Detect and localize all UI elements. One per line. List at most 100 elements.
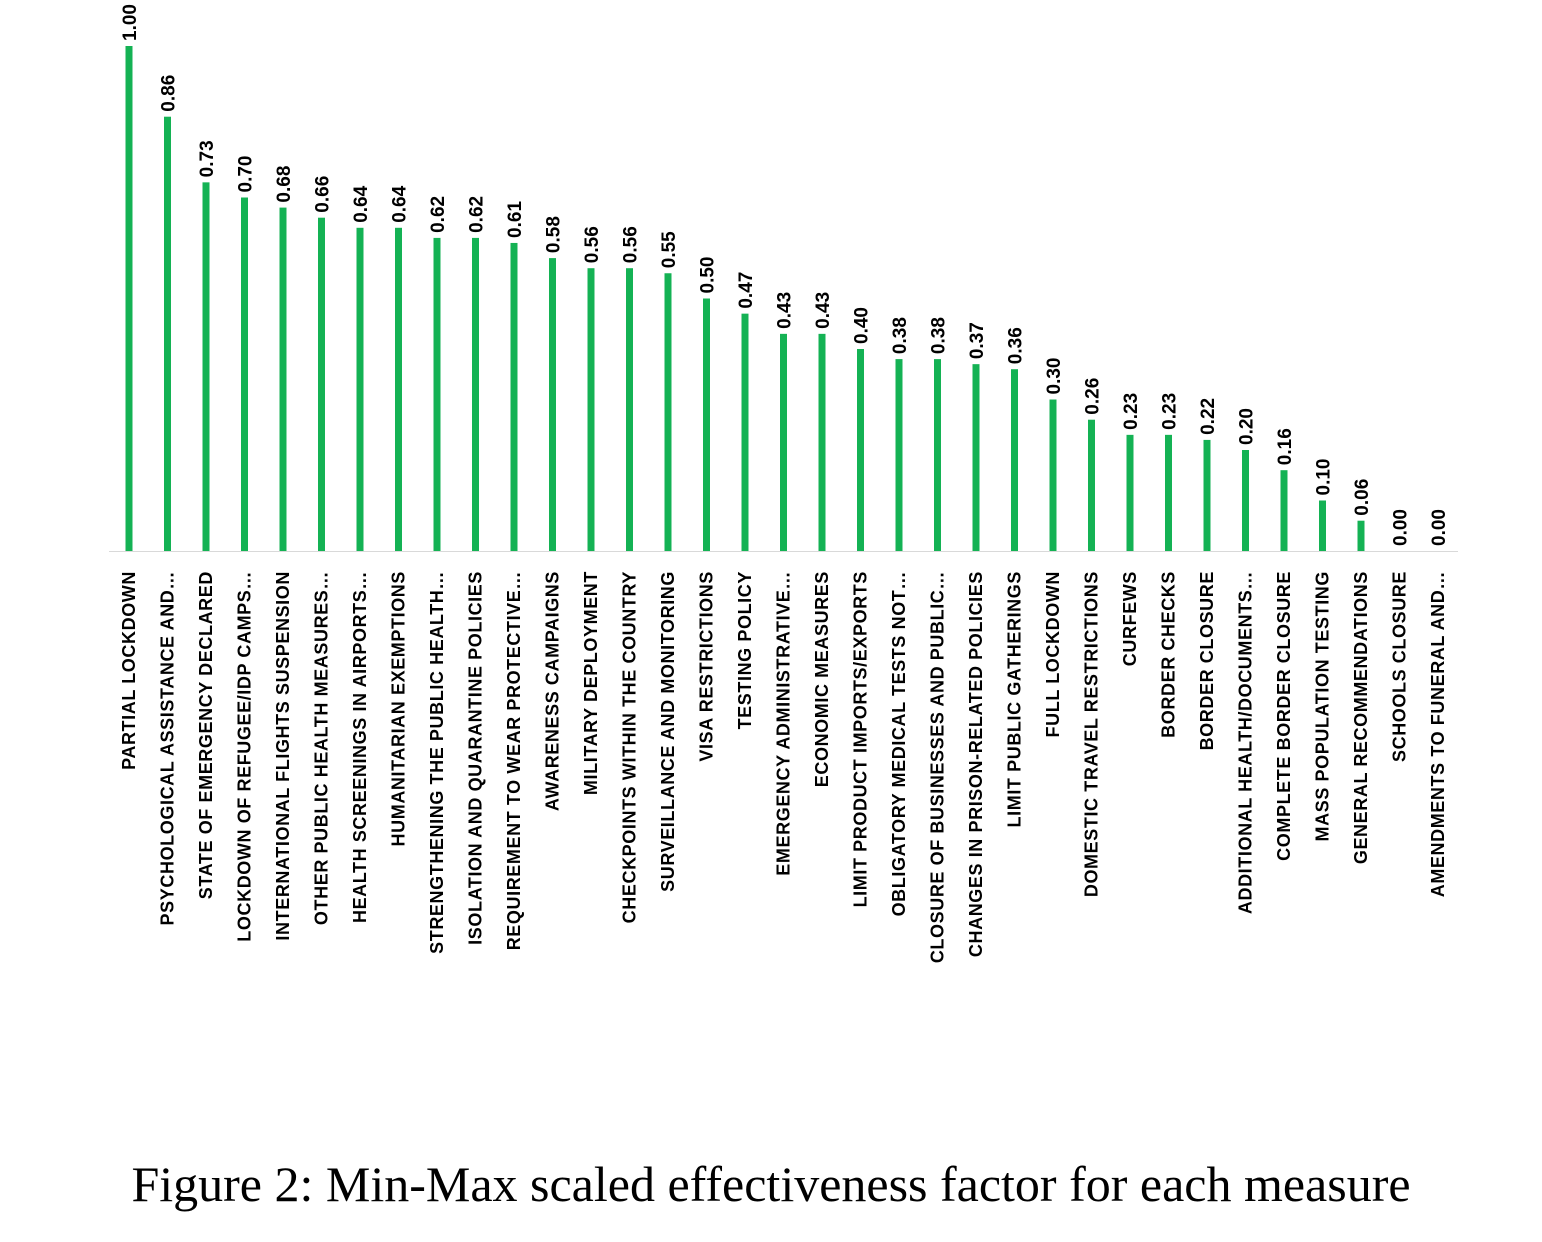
bar <box>164 116 171 551</box>
bar <box>1011 369 1018 551</box>
data-label: 0.70 <box>236 156 257 193</box>
data-label: 0.22 <box>1198 398 1219 435</box>
data-label: 0.64 <box>390 185 411 222</box>
x-tick-label: HUMANITARIAN EXEMPTIONS <box>389 571 409 846</box>
bar <box>1242 450 1249 551</box>
x-tick-label: INTERNATIONAL FLIGHTS SUSPENSION <box>273 571 293 941</box>
x-tick-label: FULL LOCKDOWN <box>1043 571 1063 737</box>
bar <box>1165 434 1172 551</box>
data-label: 0.43 <box>775 292 796 329</box>
data-label: 0.43 <box>813 292 834 329</box>
x-tick-label: HEALTH SCREENINGS IN AIRPORTS… <box>350 571 370 923</box>
data-label: 0.66 <box>313 176 334 213</box>
data-label: 0.20 <box>1237 408 1258 445</box>
bar-chart: 1.00 PARTIAL LOCKDOWN 0.86 PSYCHOLOGICAL AS… <box>109 4 1458 963</box>
data-label: 0.36 <box>1006 327 1027 364</box>
bar <box>1280 470 1288 551</box>
bar <box>472 237 479 551</box>
x-tick-label: BORDER CHECKS <box>1159 571 1179 738</box>
bar <box>664 273 672 551</box>
data-label: 1.00 <box>120 4 141 41</box>
data-label: 0.37 <box>967 322 988 359</box>
bar <box>202 182 210 551</box>
data-label: 0.23 <box>1160 393 1181 430</box>
bar <box>1203 439 1211 551</box>
x-tick-label: VISA RESTRICTIONS <box>697 571 717 762</box>
data-label: 0.62 <box>428 196 449 233</box>
data-label: 0.47 <box>736 272 757 309</box>
bar <box>510 242 518 551</box>
x-tick-label: BORDER CLOSURE <box>1197 571 1217 750</box>
data-label: 0.26 <box>1083 378 1104 415</box>
x-tick-label: LOCKDOWN OF REFUGEE/IDP CAMPS… <box>235 571 255 942</box>
data-label: 0.68 <box>274 166 295 203</box>
data-label: 0.30 <box>1044 358 1065 395</box>
bar <box>741 313 749 551</box>
data-label: 0.10 <box>1314 459 1335 496</box>
x-tick-label: SURVEILLANCE AND MONITORING <box>658 571 678 892</box>
data-label: 0.06 <box>1352 479 1373 516</box>
bar <box>780 333 787 551</box>
data-label: 0.58 <box>544 216 565 253</box>
x-tick-label: AMENDMENTS TO FUNERAL AND… <box>1428 571 1448 897</box>
figure-caption: Figure 2: Min-Max scaled effectiveness f… <box>131 1156 1411 1212</box>
bar <box>587 268 595 551</box>
bar <box>857 349 864 551</box>
bar <box>934 359 941 551</box>
bar <box>356 227 364 552</box>
bar <box>549 258 556 551</box>
bar <box>1049 399 1057 551</box>
x-tick-label: CURFEWS <box>1120 571 1140 666</box>
data-label: 0.56 <box>582 226 603 263</box>
x-tick-label: STATE OF EMERGENCY DECLARED <box>196 571 216 899</box>
bar <box>703 298 710 551</box>
x-tick-label: CHECKPOINTS WITHIN THE COUNTRY <box>620 571 640 923</box>
bar <box>1126 434 1134 551</box>
data-label: 0.23 <box>1121 393 1142 430</box>
data-label: 0.64 <box>351 185 372 222</box>
x-tick-label: MASS POPULATION TESTING <box>1313 571 1333 841</box>
x-tick-label: OTHER PUBLIC HEALTH MEASURES… <box>312 571 332 925</box>
data-label: 0.55 <box>659 231 680 268</box>
x-tick-label: STRENGTHENING THE PUBLIC HEALTH… <box>427 571 447 954</box>
data-label: 0.56 <box>621 226 642 263</box>
x-tick-label: MILITARY DEPLOYMENT <box>581 571 601 795</box>
x-tick-label: DOMESTIC TRAVEL RESTRICTIONS <box>1082 571 1102 897</box>
x-tick-label: ISOLATION AND QUARANTINE POLICIES <box>466 571 486 945</box>
bar <box>972 364 980 551</box>
bar <box>1357 520 1365 551</box>
x-tick-label: PSYCHOLOGICAL ASSISTANCE AND… <box>158 571 178 925</box>
x-tick-label: LIMIT PRODUCT IMPORTS/EXPORTS <box>851 571 871 907</box>
data-label: 0.38 <box>929 317 950 354</box>
x-tick-label: OBLIGATORY MEDICAL TESTS NOT… <box>889 571 909 916</box>
bar <box>279 207 287 551</box>
chart-area: 1.00 PARTIAL LOCKDOWN 0.86 PSYCHOLOGICAL AS… <box>109 4 1458 963</box>
x-tick-label: AWARENESS CAMPAIGNS <box>543 571 563 811</box>
data-label: 0.86 <box>159 75 180 112</box>
bar <box>1088 419 1095 551</box>
data-label: 0.61 <box>505 201 526 238</box>
bar <box>395 227 402 552</box>
data-label: 0.40 <box>852 307 873 344</box>
bar <box>125 46 133 551</box>
bar <box>318 217 325 551</box>
x-tick-label: PARTIAL LOCKDOWN <box>119 571 139 770</box>
bar <box>626 268 633 551</box>
data-label: 0.16 <box>1275 428 1296 465</box>
x-tick-label: GENERAL RECOMMENDATIONS <box>1351 571 1371 864</box>
data-label: 0.62 <box>467 196 488 233</box>
x-tick-label: EMERGENCY ADMINISTRATIVE… <box>774 571 794 876</box>
data-label: 0.00 <box>1429 509 1450 546</box>
data-label: 0.00 <box>1391 509 1412 546</box>
data-label: 0.38 <box>890 317 911 354</box>
x-tick-label: ECONOMIC MEASURES <box>812 571 832 787</box>
data-label: 0.73 <box>197 140 218 177</box>
x-tick-label: SCHOOLS CLOSURE <box>1390 571 1410 762</box>
bar <box>1319 500 1326 551</box>
x-tick-label: LIMIT PUBLIC GATHERINGS <box>1005 571 1025 827</box>
bar <box>433 237 441 551</box>
x-tick-label: COMPLETE BORDER CLOSURE <box>1274 571 1294 861</box>
x-tick-label: ADDITIONAL HEALTH/DOCUMENTS… <box>1236 571 1256 914</box>
x-tick-label: TESTING POLICY <box>735 571 755 729</box>
bar <box>818 333 826 551</box>
